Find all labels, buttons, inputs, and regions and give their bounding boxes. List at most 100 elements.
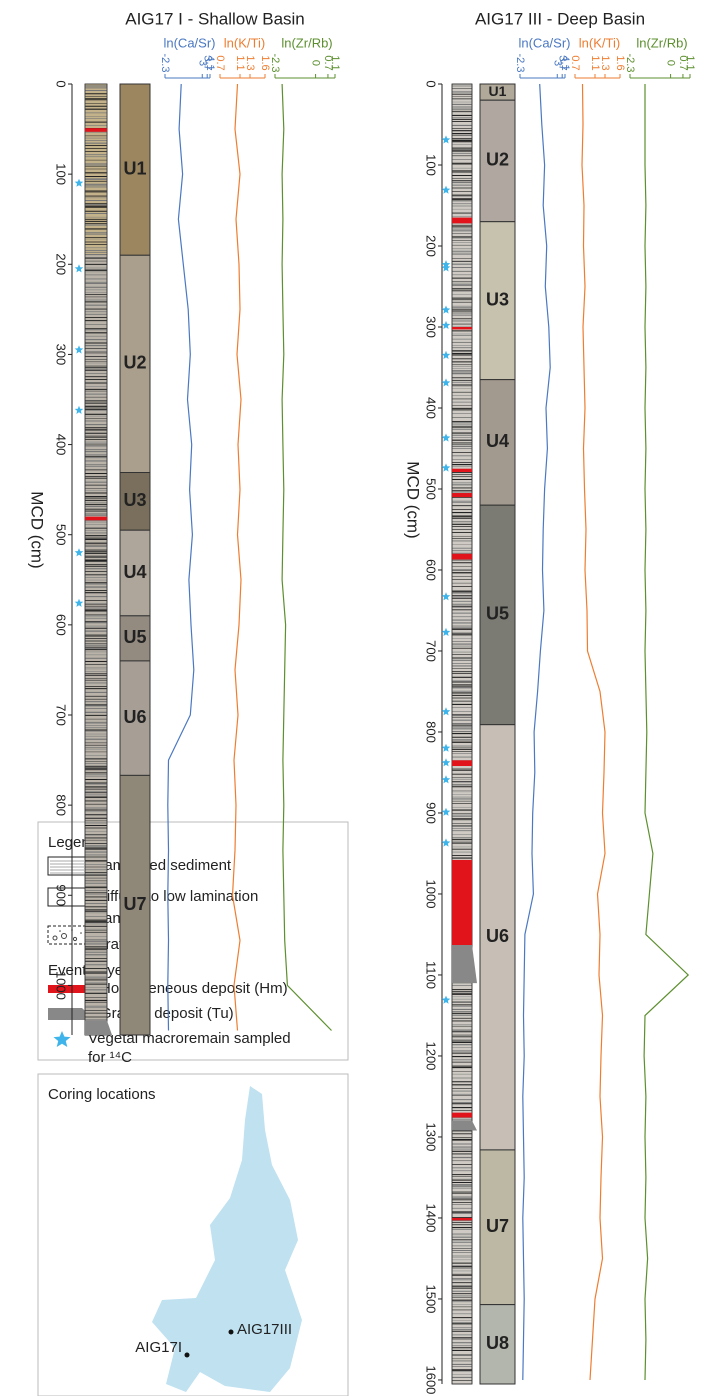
depth-tick-label: 900: [54, 884, 69, 906]
curve-tick-label: 1.1: [589, 55, 601, 70]
sample-marker: [441, 263, 451, 272]
homogeneous-swatch: [48, 985, 93, 993]
depth-tick-label: 300: [424, 316, 439, 338]
curve-line: [231, 83, 242, 1031]
unit-box: [479, 1304, 516, 1385]
unit-box: [119, 472, 151, 531]
depth-tick-label: 1000: [424, 880, 439, 909]
unit-label: U4: [486, 431, 509, 451]
unit-box: [119, 529, 151, 617]
curve-tick-label: 0.7: [569, 55, 581, 70]
curve-tick-label: 4.1: [204, 55, 216, 70]
unit-label: U1: [489, 83, 507, 99]
unit-box: [479, 724, 516, 1151]
curve-tick-label: 1.6: [614, 55, 626, 70]
axis-label: MCD (cm): [28, 491, 47, 568]
unit-label: U2: [486, 150, 509, 170]
curve-name: ln(Ca/Sr): [163, 35, 215, 50]
curve-line: [281, 83, 332, 1031]
curve-tick-label: 1.3: [244, 55, 256, 70]
legend-label: Vegetal macroremain sampled: [88, 1030, 291, 1047]
site-label: AIG17III: [237, 1321, 292, 1338]
unit-label: U1: [123, 158, 146, 178]
map-title: Coring locations: [48, 1086, 156, 1103]
graded-layer: [452, 1120, 477, 1131]
sample-marker: [74, 548, 84, 557]
curve-tick-label: 1.1: [234, 55, 246, 70]
unit-label: U6: [123, 707, 146, 727]
unit-box: [479, 221, 516, 381]
sample-marker: [441, 433, 451, 442]
legend: Legend: Laminated sediment Diffuse to lo…: [37, 821, 349, 1066]
curve-tick-label: 4.1: [559, 55, 571, 70]
graded-layer: [452, 944, 477, 984]
curve-tick-label: -2.3: [269, 54, 281, 73]
depth-tick-label: 0: [54, 80, 69, 87]
unit-box: [479, 379, 516, 506]
axis-label: MCD (cm): [404, 461, 423, 538]
sample-marker: [441, 350, 451, 359]
sample-marker: [441, 807, 451, 816]
curve-tick-label: -2.3: [514, 54, 526, 73]
curve-tick-label: -2.3: [159, 54, 171, 73]
homogeneous-layer: [452, 1217, 472, 1221]
curve-tick-label: 1.1: [329, 55, 341, 70]
sample-marker: [441, 135, 451, 144]
unit-label: U8: [486, 1333, 509, 1353]
unit-label: U5: [123, 627, 146, 647]
panel-title: AIG17 I - Shallow Basin: [125, 9, 305, 28]
depth-tick-label: 900: [424, 802, 439, 824]
curve-tick-label: 3.7: [556, 55, 568, 70]
sample-marker: [441, 995, 451, 1004]
unit-label: U4: [123, 562, 146, 582]
sample-marker: [441, 592, 451, 601]
sample-marker: [441, 775, 451, 784]
curve-tick-label: 1.1: [684, 55, 696, 70]
homogeneous-layer: [452, 1112, 472, 1118]
sample-swatch: [53, 1031, 71, 1047]
graded-layer: [85, 1020, 112, 1035]
unit-label: U3: [123, 490, 146, 510]
curve-name: ln(K/Ti): [224, 35, 265, 50]
curve-line: [522, 83, 551, 1381]
sample-marker: [441, 743, 451, 752]
curve-line: [581, 83, 606, 1381]
sample-marker: [441, 707, 451, 716]
lithology-upper: [85, 84, 107, 256]
homogeneous-layer: [452, 217, 472, 224]
curve-line: [167, 83, 195, 1031]
curve-tick-label: 0.7: [677, 55, 689, 70]
lithology-frame: [451, 83, 473, 1385]
sample-marker: [441, 758, 451, 767]
panel-title: AIG17 III - Deep Basin: [475, 9, 645, 28]
legend-label: Laminated sediment: [96, 857, 232, 874]
site-marker: [184, 1352, 190, 1358]
sample-marker: [441, 305, 451, 314]
curve-name: ln(K/Ti): [579, 35, 620, 50]
curve-tick-label: 0.7: [214, 55, 226, 70]
unit-label: U2: [123, 353, 146, 373]
depth-tick-label: 500: [54, 524, 69, 546]
homogeneous-layer: [452, 493, 472, 498]
unit-box: [119, 254, 151, 474]
site-label: AIG17I: [135, 1339, 182, 1356]
depth-tick-label: 1300: [424, 1122, 439, 1151]
curve-tick-label: 1.6: [259, 55, 271, 70]
sample-marker: [74, 345, 84, 354]
depth-tick-label: 1200: [424, 1042, 439, 1071]
unit-label: U7: [486, 1216, 509, 1236]
homogeneous-layer: [452, 553, 472, 560]
unit-box: [479, 1149, 516, 1306]
depth-tick-label: 200: [424, 235, 439, 257]
homogeneous-layer: [85, 128, 107, 132]
curve-line: [643, 84, 690, 1381]
depth-tick-label: 1100: [424, 961, 439, 989]
curve-tick-label: 3.7: [201, 55, 213, 70]
lake: [152, 1086, 302, 1392]
unit-box: [119, 774, 151, 1036]
sample-marker: [74, 178, 84, 187]
curve-name: ln(Ca/Sr): [518, 35, 570, 50]
curve-tick-label: 0.7: [322, 55, 334, 70]
sample-marker: [441, 627, 451, 636]
sample-marker: [74, 405, 84, 414]
